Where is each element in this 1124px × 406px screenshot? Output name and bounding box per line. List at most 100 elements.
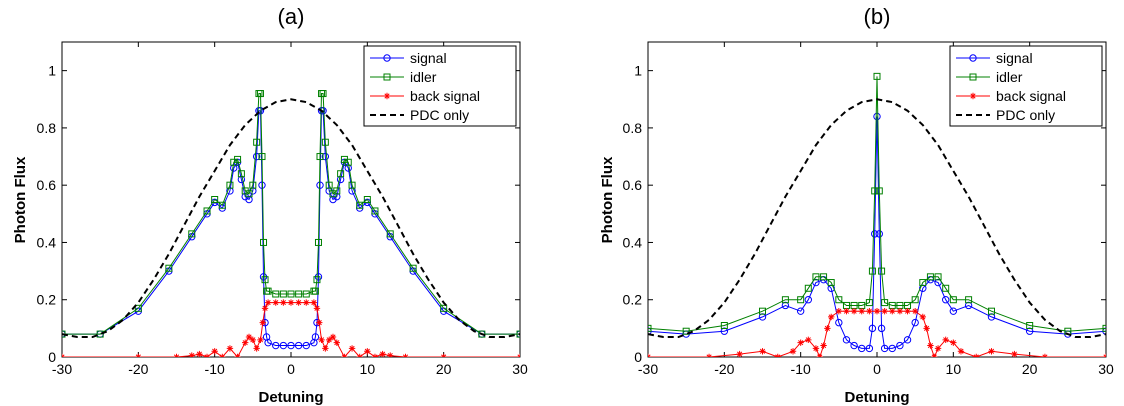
legend-item: signal — [956, 50, 1033, 66]
data-point — [311, 287, 319, 295]
data-point — [896, 307, 904, 315]
data-point — [824, 325, 831, 332]
data-point — [866, 307, 873, 315]
legend-marker — [383, 92, 391, 100]
data-point — [260, 238, 268, 246]
data-point — [820, 273, 828, 281]
data-point — [302, 290, 310, 298]
data-point — [888, 344, 896, 353]
data-point — [279, 341, 288, 350]
data-point — [957, 348, 965, 355]
series-line — [62, 98, 520, 338]
data-point — [931, 353, 938, 357]
legend-item: signal — [370, 50, 447, 66]
legend-label: back signal — [410, 88, 480, 104]
data-point — [835, 296, 843, 304]
data-point — [828, 313, 835, 321]
data-point — [261, 305, 269, 312]
data-point — [988, 348, 995, 355]
x-tick-label: 30 — [512, 361, 528, 377]
data-point — [325, 336, 333, 344]
data-point — [759, 307, 766, 315]
y-tick-label: 0.6 — [37, 177, 57, 193]
data-point — [871, 230, 879, 238]
data-point — [226, 345, 234, 352]
y-axis-label: Photon Flux — [12, 156, 29, 243]
series-line — [648, 76, 1106, 332]
data-point — [889, 307, 896, 315]
data-point — [871, 187, 879, 195]
y-tick-label: 0.8 — [37, 120, 57, 136]
series-pdc-only — [62, 98, 520, 338]
data-point — [911, 296, 919, 304]
x-tick-label: 0 — [287, 361, 295, 377]
legend-item: idler — [956, 69, 1023, 85]
y-tick-label: 1 — [634, 63, 642, 79]
legend-box — [363, 45, 517, 127]
series-back-signal — [648, 307, 1106, 357]
chart-panel-b: (b) Detuning Photon Flux -30 -20 -10 0 10 20 3… — [599, 4, 1114, 406]
data-point — [942, 284, 950, 292]
data-point — [302, 341, 310, 350]
data-point — [259, 319, 266, 326]
series-line — [62, 110, 520, 346]
y-axis-label: Photon Flux — [599, 156, 616, 243]
data-point — [348, 181, 356, 189]
data-point — [949, 296, 957, 304]
series-idler — [62, 90, 520, 338]
series-line — [648, 310, 1106, 357]
y-tick-label: 0 — [634, 349, 642, 365]
y-tick-label: 0 — [48, 349, 56, 365]
data-point — [272, 290, 280, 298]
data-point — [188, 230, 196, 238]
y-tick-label: 0.2 — [623, 292, 643, 308]
x-tick-label: 30 — [1098, 361, 1114, 377]
data-point — [280, 299, 287, 306]
x-axis-label: Detuning — [259, 389, 324, 406]
data-point — [934, 273, 942, 281]
data-point — [264, 299, 272, 306]
series-line — [648, 98, 1106, 338]
data-point — [253, 345, 260, 352]
data-point — [322, 345, 329, 352]
data-point — [950, 339, 957, 346]
y-tick-label: 0.6 — [623, 177, 643, 193]
data-point — [878, 267, 886, 275]
data-point — [923, 325, 930, 332]
data-point — [682, 327, 690, 335]
data-point — [440, 353, 447, 357]
x-tick-label: 20 — [1022, 361, 1038, 377]
data-point — [881, 307, 888, 315]
data-point — [934, 345, 942, 352]
series-pdc-only — [648, 98, 1106, 338]
legend-item: back signal — [956, 88, 1066, 104]
data-point — [363, 196, 371, 203]
legend-label: PDC only — [410, 107, 469, 123]
data-point — [135, 353, 142, 357]
legend: signal idler back signal PDC only — [363, 45, 517, 127]
data-point — [253, 138, 261, 146]
data-point — [865, 344, 874, 353]
data-point — [873, 112, 881, 121]
data-point — [820, 342, 827, 349]
data-point — [264, 287, 272, 295]
data-point — [348, 345, 356, 352]
data-point — [850, 341, 858, 350]
data-point — [516, 330, 520, 338]
series-signal — [648, 112, 1106, 353]
legend-label: signal — [410, 50, 447, 66]
legend-item: PDC only — [370, 107, 469, 123]
data-point — [911, 307, 919, 315]
data-point — [313, 305, 321, 312]
legend: signal idler back signal PDC only — [949, 45, 1103, 127]
data-point — [245, 190, 253, 198]
data-point — [919, 279, 927, 287]
data-point — [261, 276, 269, 284]
data-point — [877, 324, 886, 333]
series-back-signal — [62, 299, 520, 357]
data-point — [314, 238, 322, 246]
data-point — [313, 276, 321, 284]
data-point — [134, 304, 142, 312]
series-layer — [62, 90, 520, 357]
